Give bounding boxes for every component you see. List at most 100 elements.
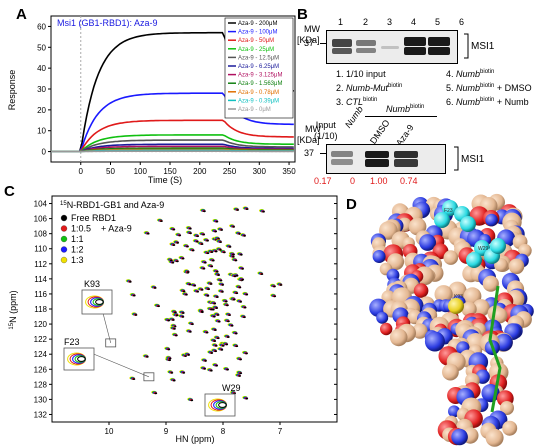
blot-bottom-header: Numbbiotin: [386, 104, 424, 114]
nmr-peak: [223, 366, 230, 371]
panel-label-d: D: [346, 196, 357, 213]
nmr-zoom-box: [81, 289, 113, 315]
spr-legend: Aza-9 - 200μM Aza-9 - 100μM Aza-9 - 50μM Az…: [224, 17, 294, 119]
panel-label-c: C: [4, 183, 15, 200]
nmr-peak-contour: [190, 399, 194, 402]
nmr-peak: [202, 238, 209, 242]
blot-bottom-membrane: [326, 144, 446, 174]
nmr-peak-contour: [232, 225, 236, 228]
nmr-peak: [230, 273, 237, 278]
nmr-peak: [229, 296, 236, 301]
blot-legend-num: 1.: [336, 69, 344, 79]
nmr-peak: [242, 395, 249, 400]
blot-bottom-header-sup: biotin: [410, 104, 425, 110]
nmr-peak-contour: [231, 255, 235, 258]
nmr-peak-contour: [219, 241, 223, 243]
spr-xtick-label: 350: [282, 167, 296, 176]
spr-ytick-label: 0: [42, 148, 47, 157]
blot-legend-right: 6. Numbbiotin + Numb: [446, 94, 529, 108]
nmr-peak: [257, 271, 264, 276]
nmr-peak: [204, 286, 211, 291]
nmr-peak: [221, 298, 228, 303]
band-dmso-a: [365, 151, 389, 158]
nmr-peak-contour: [175, 314, 179, 317]
nmr-peak-contour: [176, 241, 180, 244]
spr-legend-entry: Aza-9 - 0μM: [238, 107, 271, 113]
blot-top-lane-number: 1: [338, 17, 344, 27]
nmr-peak-contour: [273, 295, 277, 298]
nmr-peak: [202, 329, 209, 334]
nmr-peak-contour: [181, 316, 185, 318]
nmr-peak: [216, 277, 223, 282]
nmr-peak-contour: [232, 298, 236, 301]
nmr-peak-contour: [191, 323, 194, 326]
nmr-legend-entry: 1:1: [71, 234, 84, 244]
spr-title: Msi1 (GB1-RBD1): Aza-9: [57, 18, 158, 28]
nmr-annotation: F23: [64, 337, 80, 347]
blot-top-legend: 1. 1/10 input 4. Numbbiotin 2. Numb-Mutbio…: [336, 66, 550, 108]
spr-series-line: [51, 134, 294, 153]
nmr-ytick-label: 128: [34, 380, 48, 389]
blot-bottom-lane-numb-wrap: Numb: [343, 104, 365, 129]
blot-legend-num: 3.: [336, 97, 344, 107]
spr-legend-entry: Aza-9 - 1.563μM: [238, 81, 282, 87]
nmr-peak: [210, 300, 217, 305]
nmr-peak: [173, 240, 180, 244]
nmr-peak-contour: [203, 367, 207, 370]
nmr-peak-contour: [262, 210, 265, 213]
blot-legend-tail: + DMSO: [494, 83, 532, 93]
blot-top-lane-numbers: 1 2 3 4 5 6: [326, 17, 550, 29]
blot-legend-num: 4.: [446, 69, 454, 79]
blot-legend-left: 2. Numb-Mutbiotin: [336, 80, 446, 94]
nmr-peak-contour: [206, 252, 210, 255]
nmr-peak-contour: [225, 343, 229, 346]
nmr-peak-contour: [186, 271, 190, 273]
nmr-peak-contour: [213, 329, 217, 331]
nmr-peak-contour: [145, 355, 149, 358]
nmr-ytick-label: 122: [34, 335, 48, 344]
spr-ticks: 0 50 100 150 200 250 300 350 0 10 20 30 40 50 60: [37, 22, 296, 176]
nmr-peak-contour: [245, 208, 249, 210]
spr-xtick-label: 150: [163, 167, 177, 176]
nmr-peak-contour: [234, 259, 238, 262]
nmr-peak-contour: [193, 284, 197, 287]
nmr-peak: [231, 257, 238, 262]
nmr-ylabel-text: N (ppm): [8, 290, 18, 323]
atom-sphere: [389, 328, 408, 347]
nmr-peak: [211, 248, 218, 253]
nmr-peak: [200, 366, 207, 370]
nmr-peak-contour: [214, 250, 218, 253]
nmr-peak: [170, 309, 177, 314]
nmr-peak: [217, 289, 224, 293]
blot-legend-left: 1. 1/10 input: [336, 66, 446, 80]
nmr-peak-contour: [170, 371, 174, 374]
atom-sphere: [424, 331, 445, 352]
nmr-peak-contour: [241, 278, 245, 281]
nmr-peak: [166, 257, 173, 262]
atom-sphere: [472, 299, 490, 317]
nmr-xtick-label: 7: [278, 427, 283, 436]
nmr-zoom-box: [63, 347, 95, 371]
blot-quant-value: 1.00: [370, 176, 388, 186]
nmr-peak-contour: [245, 397, 249, 400]
atom-sphere: [485, 428, 504, 447]
nmr-peak: [178, 314, 185, 318]
atom-sphere: [482, 275, 499, 292]
nmr-peak: [143, 231, 150, 235]
blot-bottom-mw: MW [KDa]: [297, 124, 321, 146]
nmr-legend-swatch: [60, 225, 68, 232]
blot-legend-tail: + Numb: [494, 97, 529, 107]
spr-xtick-label: 100: [134, 167, 148, 176]
nmr-peak: [185, 230, 192, 235]
nmr-peak: [212, 269, 219, 273]
blot-legend-sup: biotin: [480, 97, 495, 103]
nmr-peak: [241, 350, 248, 355]
structure-label-k93: K93: [454, 294, 463, 300]
spr-series-line: [51, 143, 294, 153]
spr-series-line: [51, 139, 294, 153]
panel-label-b: B: [297, 6, 308, 23]
blot-legend-italic: Numb: [456, 97, 481, 107]
nmr-peak-contour: [134, 314, 138, 316]
nmr-peak-contour: [235, 345, 239, 348]
blot-legend-sup: biotin: [480, 83, 495, 89]
